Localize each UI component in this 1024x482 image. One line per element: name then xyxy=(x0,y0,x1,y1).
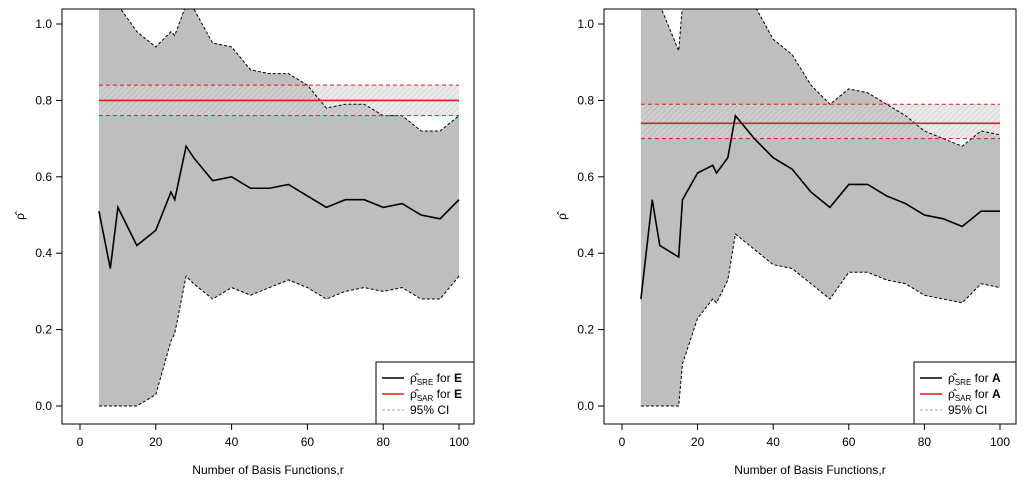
x-tick-label: 40 xyxy=(767,435,781,449)
x-tick-label: 40 xyxy=(225,435,239,449)
y-axis-title: ρ̂ xyxy=(13,211,27,220)
legend-label: ρ̂SAR for A xyxy=(948,387,1001,403)
x-tick-label: 100 xyxy=(990,435,1010,449)
sre-ci-upper-line xyxy=(120,9,460,132)
sre-ci-band xyxy=(640,9,1000,406)
sre-estimate-line xyxy=(640,113,1000,300)
x-tick-label: 60 xyxy=(301,435,315,449)
legend-label: ρ̂SRE for E xyxy=(410,371,462,387)
legend-label: 95% CI xyxy=(410,403,449,417)
plot-frame xyxy=(61,8,475,425)
legend-label: 95% CI xyxy=(948,403,987,417)
x-axis-title: Number of Basis Functions,r xyxy=(734,463,885,477)
legend-box xyxy=(375,361,475,425)
y-tick-label: 0.6 xyxy=(577,170,594,184)
sar-ci-band xyxy=(640,104,1000,139)
y-axis-title: ρ̂ xyxy=(555,211,569,220)
y-tick-label: 1.0 xyxy=(35,17,52,31)
y-tick-label: 0.2 xyxy=(577,323,594,337)
plot-area xyxy=(640,9,1001,407)
x-tick-label: 60 xyxy=(842,435,856,449)
sre-estimate-line xyxy=(98,144,460,269)
sre-ci-lower-line xyxy=(640,233,1001,407)
sre-ci-upper-line xyxy=(660,9,1001,147)
y-tick-label: 0.8 xyxy=(35,93,52,107)
y-tick-label: 0.0 xyxy=(35,399,52,413)
x-tick-label: 0 xyxy=(619,435,626,449)
sre-ci-lower-line xyxy=(98,275,460,407)
x-tick-label: 0 xyxy=(77,435,84,449)
x-tick-label: 80 xyxy=(918,435,932,449)
x-tick-label: 100 xyxy=(449,435,469,449)
right-chart-panel: 0 20 40 60 80 100 0.0 0.2 0.4 0.6 0.8 1.0 Number of … xyxy=(555,8,1017,477)
x-tick-label: 20 xyxy=(149,435,163,449)
y-tick-label: 0.4 xyxy=(35,246,52,260)
legend: ρ̂SRE for Eρ̂SAR for E95% CI xyxy=(375,361,475,425)
plot-area xyxy=(98,9,460,407)
y-tick-label: 1.0 xyxy=(577,17,594,31)
legend-label: ρ̂SAR for E xyxy=(410,387,462,403)
x-tick-label: 20 xyxy=(691,435,705,449)
y-tick-label: 0.4 xyxy=(577,246,594,260)
y-tick-label: 0.8 xyxy=(577,93,594,107)
x-axis-title: Number of Basis Functions,r xyxy=(192,463,343,477)
y-tick-label: 0.0 xyxy=(577,399,594,413)
y-tick-label: 0.6 xyxy=(35,170,52,184)
left-chart-panel: 0 20 40 60 80 100 0.0 0.2 0.4 0.6 0.8 1.0 Number of … xyxy=(13,8,475,477)
plot-frame xyxy=(603,8,1017,425)
legend-box xyxy=(913,361,1017,425)
y-tick-label: 0.2 xyxy=(35,323,52,337)
legend-label: ρ̂SRE for A xyxy=(948,371,1001,387)
legend: ρ̂SRE for Aρ̂SAR for A95% CI xyxy=(913,361,1017,425)
x-tick-label: 80 xyxy=(377,435,391,449)
